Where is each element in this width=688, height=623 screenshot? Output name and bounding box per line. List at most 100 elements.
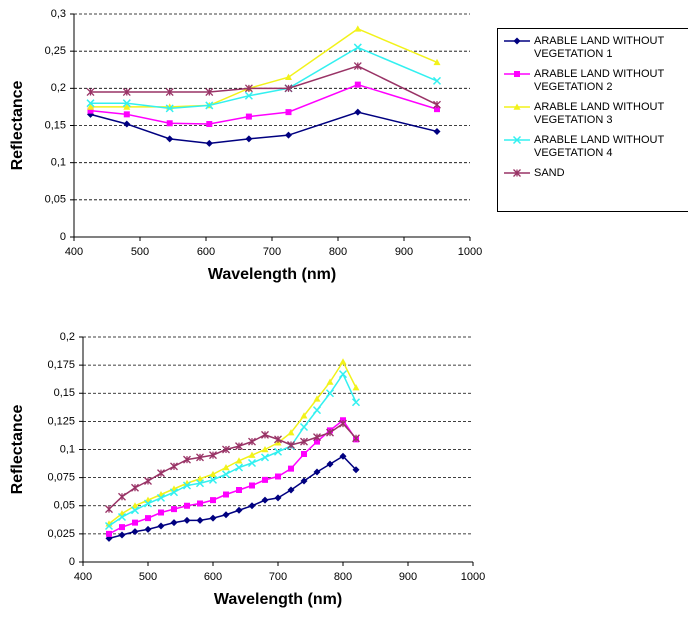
marker (170, 519, 178, 527)
series-line (90, 28, 438, 108)
series-line (108, 455, 357, 540)
marker (205, 101, 214, 110)
marker (300, 477, 308, 485)
marker (165, 104, 174, 113)
marker (166, 135, 174, 143)
marker (145, 515, 151, 522)
marker (244, 91, 253, 100)
series-line (108, 360, 357, 525)
marker (261, 496, 269, 504)
series-line (90, 46, 438, 110)
marker (262, 476, 268, 483)
marker (132, 519, 138, 526)
marker (104, 521, 114, 531)
legend-label: ARABLE LAND WITHOUT VEGETATION 2 (534, 68, 664, 93)
series-line (90, 65, 438, 106)
x-tick-label: 600 (197, 246, 215, 258)
marker (513, 103, 521, 110)
marker (287, 486, 295, 494)
y-tick-label: 0,175 (47, 359, 75, 371)
marker (244, 84, 253, 93)
marker (285, 109, 292, 116)
y-tick-label: 0,1 (60, 443, 75, 455)
marker (131, 528, 139, 536)
marker (117, 512, 127, 522)
marker (354, 25, 362, 32)
y-tick-label: 0,05 (45, 194, 66, 206)
x-tick-label: 1000 (458, 246, 482, 258)
marker (123, 103, 131, 110)
legend-entry: SAND (502, 167, 688, 180)
y-axis-label: Reflectance (9, 404, 26, 494)
marker (352, 466, 360, 474)
marker (299, 422, 309, 432)
marker (86, 88, 95, 97)
legend-entry: ARABLE LAND WITHOUT VEGETATION 1 (502, 35, 688, 61)
marker (196, 453, 204, 462)
marker (123, 111, 130, 118)
x-axis-label: Wavelength (nm) (214, 591, 342, 608)
series-line (90, 111, 438, 145)
legend-label: ARABLE LAND WITHOUT VEGETATION 3 (534, 101, 664, 126)
y-tick-label: 0,075 (47, 472, 75, 484)
marker (221, 470, 231, 479)
marker (338, 370, 348, 379)
marker (352, 384, 360, 391)
marker (209, 470, 217, 478)
marker (312, 406, 322, 415)
y-tick-label: 0,2 (51, 82, 66, 94)
marker (157, 469, 165, 478)
marker (248, 502, 256, 510)
series-line (108, 422, 357, 510)
marker (339, 419, 347, 428)
marker (131, 502, 139, 509)
x-tick-label: 800 (334, 571, 352, 583)
marker (156, 493, 166, 502)
marker (131, 483, 139, 492)
marker (122, 99, 131, 108)
marker (288, 465, 294, 472)
marker (248, 437, 256, 446)
marker (285, 73, 292, 80)
marker (209, 514, 217, 522)
marker (209, 451, 217, 460)
series-line (90, 83, 438, 125)
marker (260, 453, 270, 462)
marker (249, 482, 255, 489)
marker (512, 135, 522, 145)
marker (130, 506, 140, 515)
marker (196, 475, 204, 482)
legend-entry: ARABLE LAND WITHOUT VEGETATION 4 (502, 134, 688, 160)
marker (275, 473, 281, 480)
y-axis-label: Reflectance (9, 80, 26, 170)
marker (106, 530, 112, 537)
marker (354, 81, 361, 88)
marker (206, 121, 213, 128)
x-tick-label: 900 (399, 571, 417, 583)
marker (326, 428, 334, 437)
marker (433, 127, 441, 135)
marker (433, 100, 441, 109)
marker (234, 463, 244, 472)
legend-label: ARABLE LAND WITHOUT VEGETATION 4 (534, 134, 664, 159)
y-tick-label: 0,2 (60, 331, 75, 343)
x-tick-label: 700 (269, 571, 287, 583)
marker (285, 131, 292, 139)
marker (300, 412, 308, 419)
x-tick-label: 800 (329, 246, 347, 258)
legend-entry: ARABLE LAND WITHOUT VEGETATION 2 (502, 68, 688, 94)
marker (245, 113, 252, 120)
marker (205, 88, 214, 97)
marker (432, 76, 442, 85)
marker (434, 106, 440, 113)
y-tick-label: 0,15 (45, 119, 66, 131)
marker (273, 447, 283, 456)
legend-label: ARABLE LAND WITHOUT VEGETATION 1 (534, 35, 664, 60)
marker (313, 395, 321, 402)
marker (287, 441, 295, 449)
marker (165, 88, 174, 97)
marker (300, 437, 308, 446)
marker (326, 378, 334, 385)
y-tick-label: 0 (60, 231, 66, 243)
marker (195, 479, 205, 488)
